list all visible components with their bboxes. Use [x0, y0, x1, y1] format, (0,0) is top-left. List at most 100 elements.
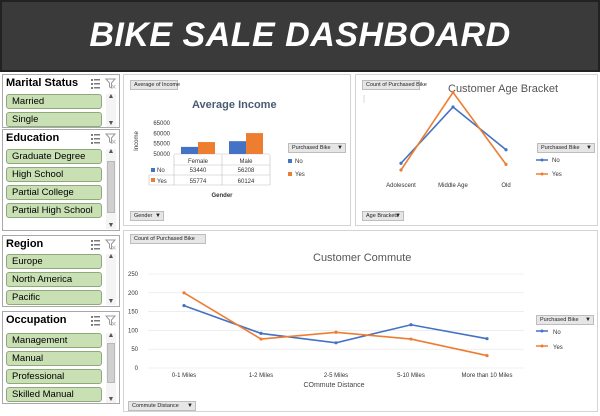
y-tick-label: 100: [128, 328, 139, 334]
slicer-title: Region: [6, 238, 44, 250]
bar-yes: [198, 142, 215, 154]
scroll-thumb[interactable]: [107, 161, 115, 213]
field-button-axis[interactable]: Commute Distance ▼: [128, 401, 196, 411]
x-tick-label: Adolescent: [386, 183, 416, 189]
dropdown-arrow-icon: ▼: [187, 403, 193, 409]
scroll-up-icon[interactable]: ▲: [107, 253, 115, 260]
slicer-marital-status: Marital Status Married Single ▲ ▼: [2, 74, 120, 128]
x-tick-label: 2-5 Miles: [324, 373, 348, 379]
multi-select-icon[interactable]: [90, 78, 101, 89]
slicer-item-married[interactable]: Married: [6, 94, 102, 109]
scrollbar[interactable]: ▲ ▼: [106, 253, 116, 305]
slicer-occupation: Occupation Management Manual Professiona…: [2, 311, 120, 404]
slicer-item-north-america[interactable]: North America: [6, 272, 102, 287]
scroll-down-icon[interactable]: ▼: [107, 120, 115, 127]
slicer-item-high-school[interactable]: High School: [6, 167, 102, 182]
y-tick-label: 65000: [153, 121, 170, 127]
slicer-item-partial-high-school[interactable]: Partial High School: [6, 203, 102, 218]
slicer-item-single[interactable]: Single: [6, 112, 102, 127]
dropdown-arrow-icon: ▼: [585, 317, 591, 323]
point-yes: [334, 330, 338, 334]
clear-filter-icon[interactable]: [105, 133, 116, 144]
point-yes: [182, 291, 186, 295]
table-cell: 55774: [190, 179, 207, 185]
slicer-item-skilled-manual[interactable]: Skilled Manual: [6, 387, 102, 402]
dropdown-arrow-icon: ▼: [337, 145, 343, 151]
scrollbar[interactable]: ▲ ▼: [106, 332, 116, 403]
slicer-item-professional[interactable]: Professional: [6, 369, 102, 384]
field-button-legend[interactable]: Purchased Bike ▼: [536, 315, 594, 325]
y-tick-label: 250: [128, 272, 139, 278]
slicer-item-graduate-degree[interactable]: Graduate Degree: [6, 149, 102, 164]
x-tick-label: 5-10 Miles: [397, 373, 425, 379]
field-button-label: Age Brackets: [366, 213, 399, 219]
field-button-label: Commute Distance: [132, 403, 179, 409]
scrollbar[interactable]: ▲ ▼: [106, 148, 116, 229]
x-axis-label: COmmute Distance: [303, 382, 364, 389]
multi-select-icon[interactable]: [90, 239, 101, 250]
scrollbar[interactable]: ▲ ▼: [106, 93, 116, 127]
multi-select-icon[interactable]: [90, 133, 101, 144]
clear-filter-icon[interactable]: [105, 315, 116, 326]
line-yes: [400, 90, 507, 171]
field-button-value[interactable]: Count of Purchased Bike: [130, 234, 206, 244]
slicer-item-europe[interactable]: Europe: [6, 254, 102, 269]
slicer-title: Occupation: [6, 314, 67, 326]
line-no: [183, 304, 488, 344]
table-row-label-no: No: [157, 168, 165, 174]
point-yes: [399, 168, 403, 172]
legend-label-yes: Yes: [295, 172, 305, 178]
clear-filter-icon[interactable]: [105, 239, 116, 250]
legend-marker-no: [288, 159, 292, 163]
field-button-axis[interactable]: Gender ▼: [130, 211, 164, 221]
field-button-legend[interactable]: Purchased Bike ▼: [537, 143, 595, 153]
y-tick-label: 200: [128, 291, 139, 297]
legend-marker-yes: [288, 172, 292, 176]
clear-filter-icon[interactable]: [105, 78, 116, 89]
point-no: [504, 148, 508, 152]
point-no: [182, 303, 186, 308]
point-yes: [504, 162, 508, 166]
x-tick-label: 1-2 Miles: [249, 373, 273, 379]
table-header-male: Male: [239, 159, 253, 165]
slicer-education: Education Graduate Degree High School Pa…: [2, 129, 120, 231]
scroll-up-icon[interactable]: ▲: [107, 332, 115, 339]
y-tick-label: 50: [131, 347, 138, 353]
scroll-up-icon[interactable]: ▲: [107, 148, 115, 155]
slicer-region: Region Europe North America Pacific ▲ ▼: [2, 235, 120, 307]
legend-label-yes: Yes: [553, 345, 563, 351]
customer-age-bracket-chart[interactable]: Count of Purchased Bike Customer Age Bra…: [355, 74, 598, 226]
table-row-label-yes: Yes: [157, 179, 167, 185]
field-button-legend[interactable]: Purchased Bike ▼: [288, 143, 346, 153]
point-no: [451, 105, 455, 109]
customer-commute-chart[interactable]: Count of Purchased Bike Customer Commute…: [123, 230, 598, 412]
chart-title: Customer Commute: [313, 252, 412, 264]
multi-select-icon[interactable]: [90, 315, 101, 326]
y-tick-label: 50000: [153, 152, 170, 158]
slicer-item-pacific[interactable]: Pacific: [6, 290, 102, 305]
scroll-thumb[interactable]: [107, 343, 115, 383]
slicer-title: Education: [6, 132, 60, 144]
slicer-item-management[interactable]: Management: [6, 333, 102, 348]
bar-yes: [246, 133, 263, 154]
y-tick-label: 0: [135, 366, 139, 372]
chart-title: Customer Age Bracket: [448, 83, 559, 95]
scroll-down-icon[interactable]: ▼: [107, 298, 115, 305]
point-no: [485, 337, 489, 341]
x-tick-label: Old: [501, 183, 510, 189]
slicer-title: Marital Status: [6, 77, 79, 89]
table-cell: 60124: [238, 179, 255, 185]
point-no: [259, 331, 263, 336]
field-button-value[interactable]: Count of Purchased Bike: [362, 80, 427, 90]
field-button-value[interactable]: Average of Income: [130, 80, 180, 90]
legend-swatch-yes: [151, 178, 155, 182]
scroll-up-icon[interactable]: ▲: [107, 93, 115, 100]
line-yes: [183, 292, 488, 357]
dropdown-arrow-icon: ▼: [155, 213, 161, 219]
scroll-down-icon[interactable]: ▼: [107, 222, 115, 229]
slicer-item-partial-college[interactable]: Partial College: [6, 185, 102, 200]
average-income-chart[interactable]: Average of Income Average Income Purchas…: [123, 74, 351, 226]
field-button-axis[interactable]: Age Brackets ▼: [362, 211, 404, 221]
slicer-item-manual[interactable]: Manual: [6, 351, 102, 366]
scroll-down-icon[interactable]: ▼: [107, 396, 115, 403]
